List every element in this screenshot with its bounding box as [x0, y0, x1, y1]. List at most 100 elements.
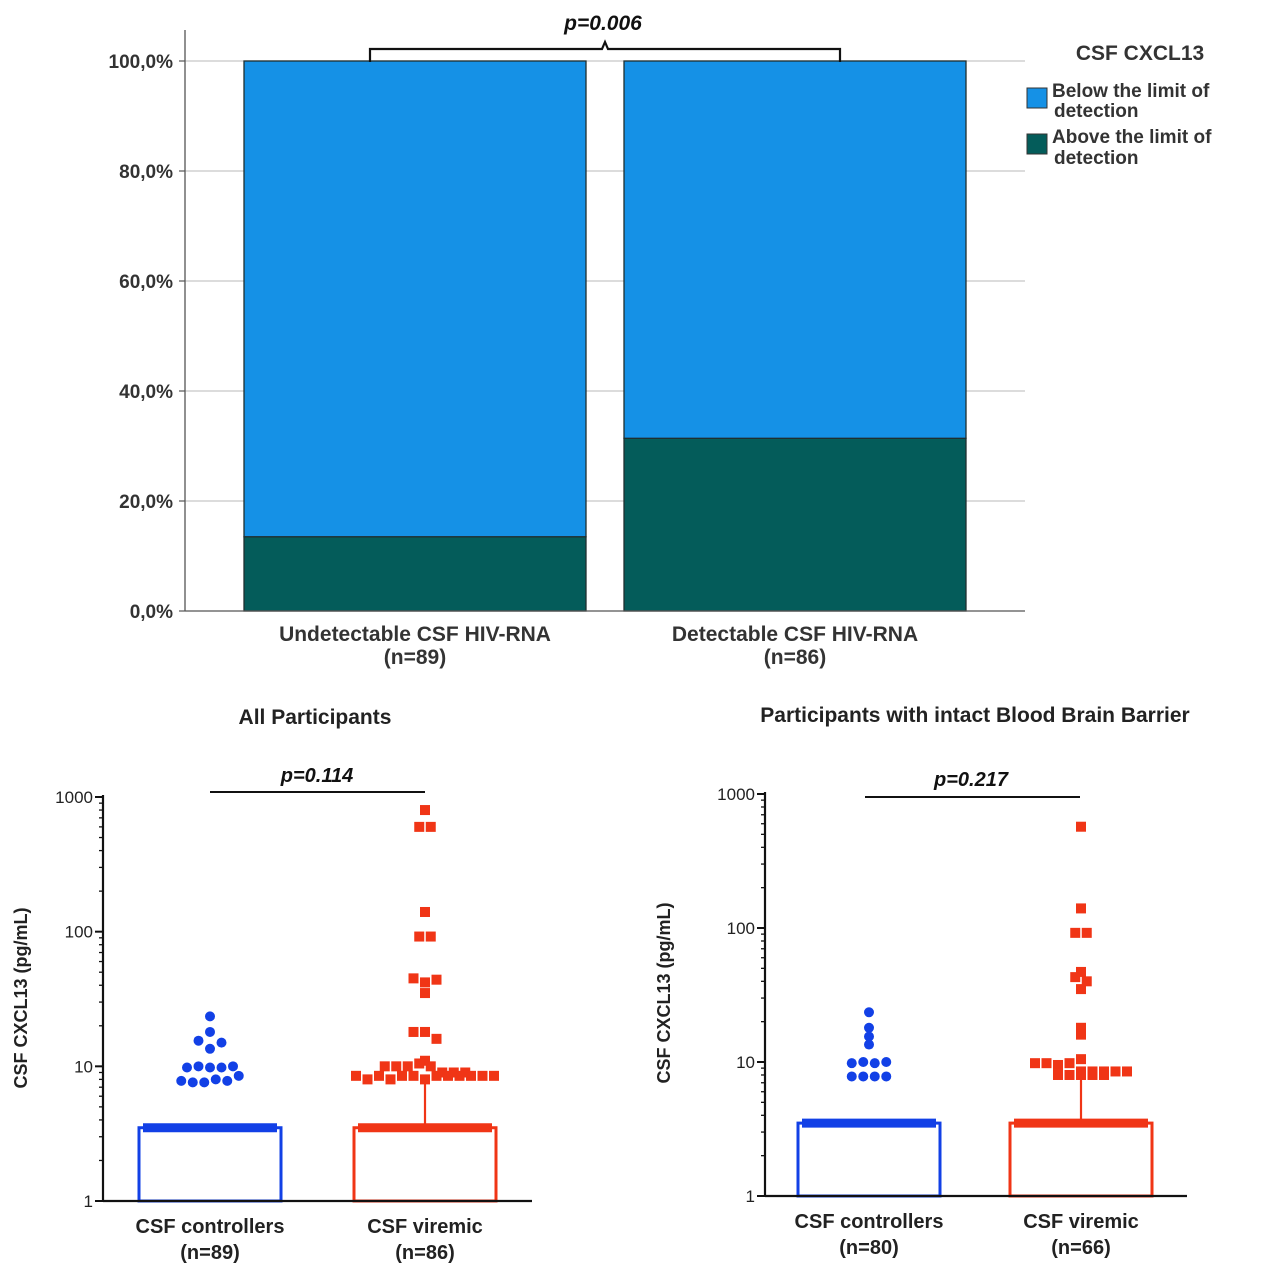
point-csf-controllers	[846, 1058, 857, 1069]
point-csf-controllers	[864, 1022, 874, 1033]
point-csf-controllers	[187, 1077, 198, 1088]
point-csf-viremic	[362, 1074, 373, 1085]
panel-title-left: All Participants	[239, 706, 392, 729]
point-csf-controllers	[216, 1062, 227, 1073]
point-csf-controllers	[858, 1071, 869, 1082]
point-csf-viremic	[425, 1061, 436, 1072]
point-csf-viremic	[420, 988, 430, 999]
bar-detectable-csf-hiv-rna-below-the-limit-of-detection	[623, 60, 967, 439]
point-csf-viremic	[414, 931, 425, 942]
point-csf-viremic	[420, 1026, 430, 1037]
point-csf-viremic	[1070, 927, 1081, 938]
top-y-tick-label: 20,0%	[119, 492, 173, 513]
point-csf-controllers	[205, 1011, 215, 1022]
point-csf-viremic	[1076, 984, 1086, 995]
point-csf-controllers	[228, 1061, 238, 1072]
x-tick-label-csf-controllers: CSF controllers	[795, 1211, 944, 1233]
point-csf-viremic	[437, 1067, 448, 1078]
point-csf-viremic	[425, 931, 436, 942]
point-csf-controllers	[233, 1070, 244, 1081]
legend-swatch-below	[1026, 87, 1048, 109]
point-csf-viremic	[448, 1067, 459, 1078]
scatter-panel-intact-bbb: Participants with intact Blood Brain Bar…	[654, 704, 1190, 1259]
point-csf-viremic	[454, 1070, 465, 1081]
point-csf-viremic	[1087, 1069, 1098, 1080]
top-x-tick-labels: Undetectable CSF HIV-RNA(n=89) Detectable…	[279, 623, 918, 669]
point-csf-controllers	[881, 1071, 892, 1082]
point-csf-viremic	[1041, 1058, 1052, 1069]
point-csf-viremic	[1099, 1069, 1109, 1080]
point-csf-controllers	[869, 1071, 880, 1082]
point-csf-viremic	[460, 1067, 471, 1078]
p-value-right: p=0.217	[933, 769, 1009, 791]
x-tick-label-csf-viremic: CSF viremic	[1023, 1211, 1139, 1233]
point-csf-controllers	[205, 1043, 215, 1054]
top-y-tick-label: 40,0%	[119, 382, 173, 403]
point-csf-viremic	[1070, 972, 1081, 983]
point-csf-viremic	[1081, 976, 1092, 987]
point-csf-controllers	[199, 1077, 210, 1088]
point-csf-viremic	[477, 1070, 488, 1081]
point-csf-viremic	[1076, 966, 1086, 977]
point-csf-viremic	[420, 906, 430, 917]
legend-label-below-line2: detection	[1054, 101, 1138, 122]
y-tick-label: 10	[736, 1053, 755, 1072]
point-csf-viremic	[414, 1058, 425, 1069]
panel-title-right: Participants with intact Blood Brain Bar…	[760, 704, 1189, 727]
point-csf-controllers	[210, 1074, 221, 1085]
point-csf-viremic	[1076, 821, 1086, 832]
x-count-label-csf-viremic: (n=86)	[395, 1242, 454, 1264]
point-csf-viremic	[431, 1070, 442, 1081]
point-csf-viremic	[1076, 903, 1086, 914]
point-csf-controllers	[205, 1026, 215, 1037]
point-csf-controllers	[846, 1071, 857, 1082]
point-csf-controllers	[864, 1031, 874, 1042]
top-legend: CSF CXCL13 Below the limit of detection …	[1026, 42, 1212, 169]
point-csf-viremic	[408, 1070, 419, 1081]
point-csf-viremic	[385, 1074, 396, 1085]
bar-detectable-csf-hiv-rna-above-the-limit-of-detection	[623, 437, 967, 612]
point-csf-controllers	[205, 1062, 215, 1073]
point-csf-viremic	[1076, 1069, 1086, 1080]
median-bar-csf-controllers	[137, 1126, 283, 1203]
x-count-label-csf-controllers: (n=89)	[180, 1242, 239, 1264]
point-csf-viremic	[402, 1061, 413, 1072]
point-csf-viremic	[1110, 1066, 1121, 1077]
legend-label-below-line1: Below the limit of	[1052, 81, 1210, 102]
point-csf-viremic	[466, 1070, 476, 1081]
scatter-panel-all-participants: All Participants CSF CXCL13 (pg/mL) p=0.…	[11, 706, 532, 1264]
point-csf-viremic	[414, 821, 425, 832]
y-tick-label: 1000	[717, 785, 755, 804]
point-csf-viremic	[1076, 1022, 1086, 1033]
point-csf-controllers	[222, 1075, 233, 1086]
median-bar-csf-controllers	[796, 1121, 942, 1198]
point-csf-viremic	[443, 1070, 453, 1081]
point-csf-viremic	[431, 1033, 442, 1044]
point-csf-viremic	[408, 1026, 419, 1037]
x-tick-label-csf-viremic: CSF viremic	[367, 1216, 483, 1238]
point-csf-viremic	[391, 1061, 402, 1072]
median-bar-csf-viremic	[1008, 1121, 1154, 1198]
y-tick-label: 1	[746, 1187, 755, 1206]
top-y-tick-label: 0,0%	[130, 602, 173, 623]
top-x-tick-label: Detectable CSF HIV-RNA	[672, 623, 918, 646]
point-csf-viremic	[1053, 1069, 1063, 1080]
point-csf-controllers	[216, 1037, 227, 1048]
y-axis-label-left: CSF CXCL13 (pg/mL)	[11, 907, 31, 1088]
legend-label-above-line2: detection	[1054, 148, 1138, 169]
point-csf-controllers	[193, 1035, 204, 1046]
point-csf-viremic	[1076, 1029, 1086, 1040]
point-csf-controllers	[881, 1057, 892, 1067]
stacked-bar-chart: 0,0% 20,0% 40,0% 60,0% 80,0% 100,0% Undetecta…	[109, 12, 1213, 669]
point-csf-viremic	[431, 974, 442, 985]
y-tick-label: 100	[65, 923, 93, 942]
point-csf-controllers	[182, 1062, 192, 1073]
point-csf-viremic	[379, 1061, 390, 1072]
top-significance-bracket	[368, 39, 842, 62]
top-y-tick-label: 80,0%	[119, 162, 173, 183]
y-tick-label: 1000	[55, 788, 93, 807]
point-csf-viremic	[489, 1070, 499, 1081]
x-count-label-csf-controllers: (n=80)	[839, 1237, 898, 1259]
top-y-tick-label: 60,0%	[119, 272, 173, 293]
point-csf-viremic	[425, 821, 436, 832]
